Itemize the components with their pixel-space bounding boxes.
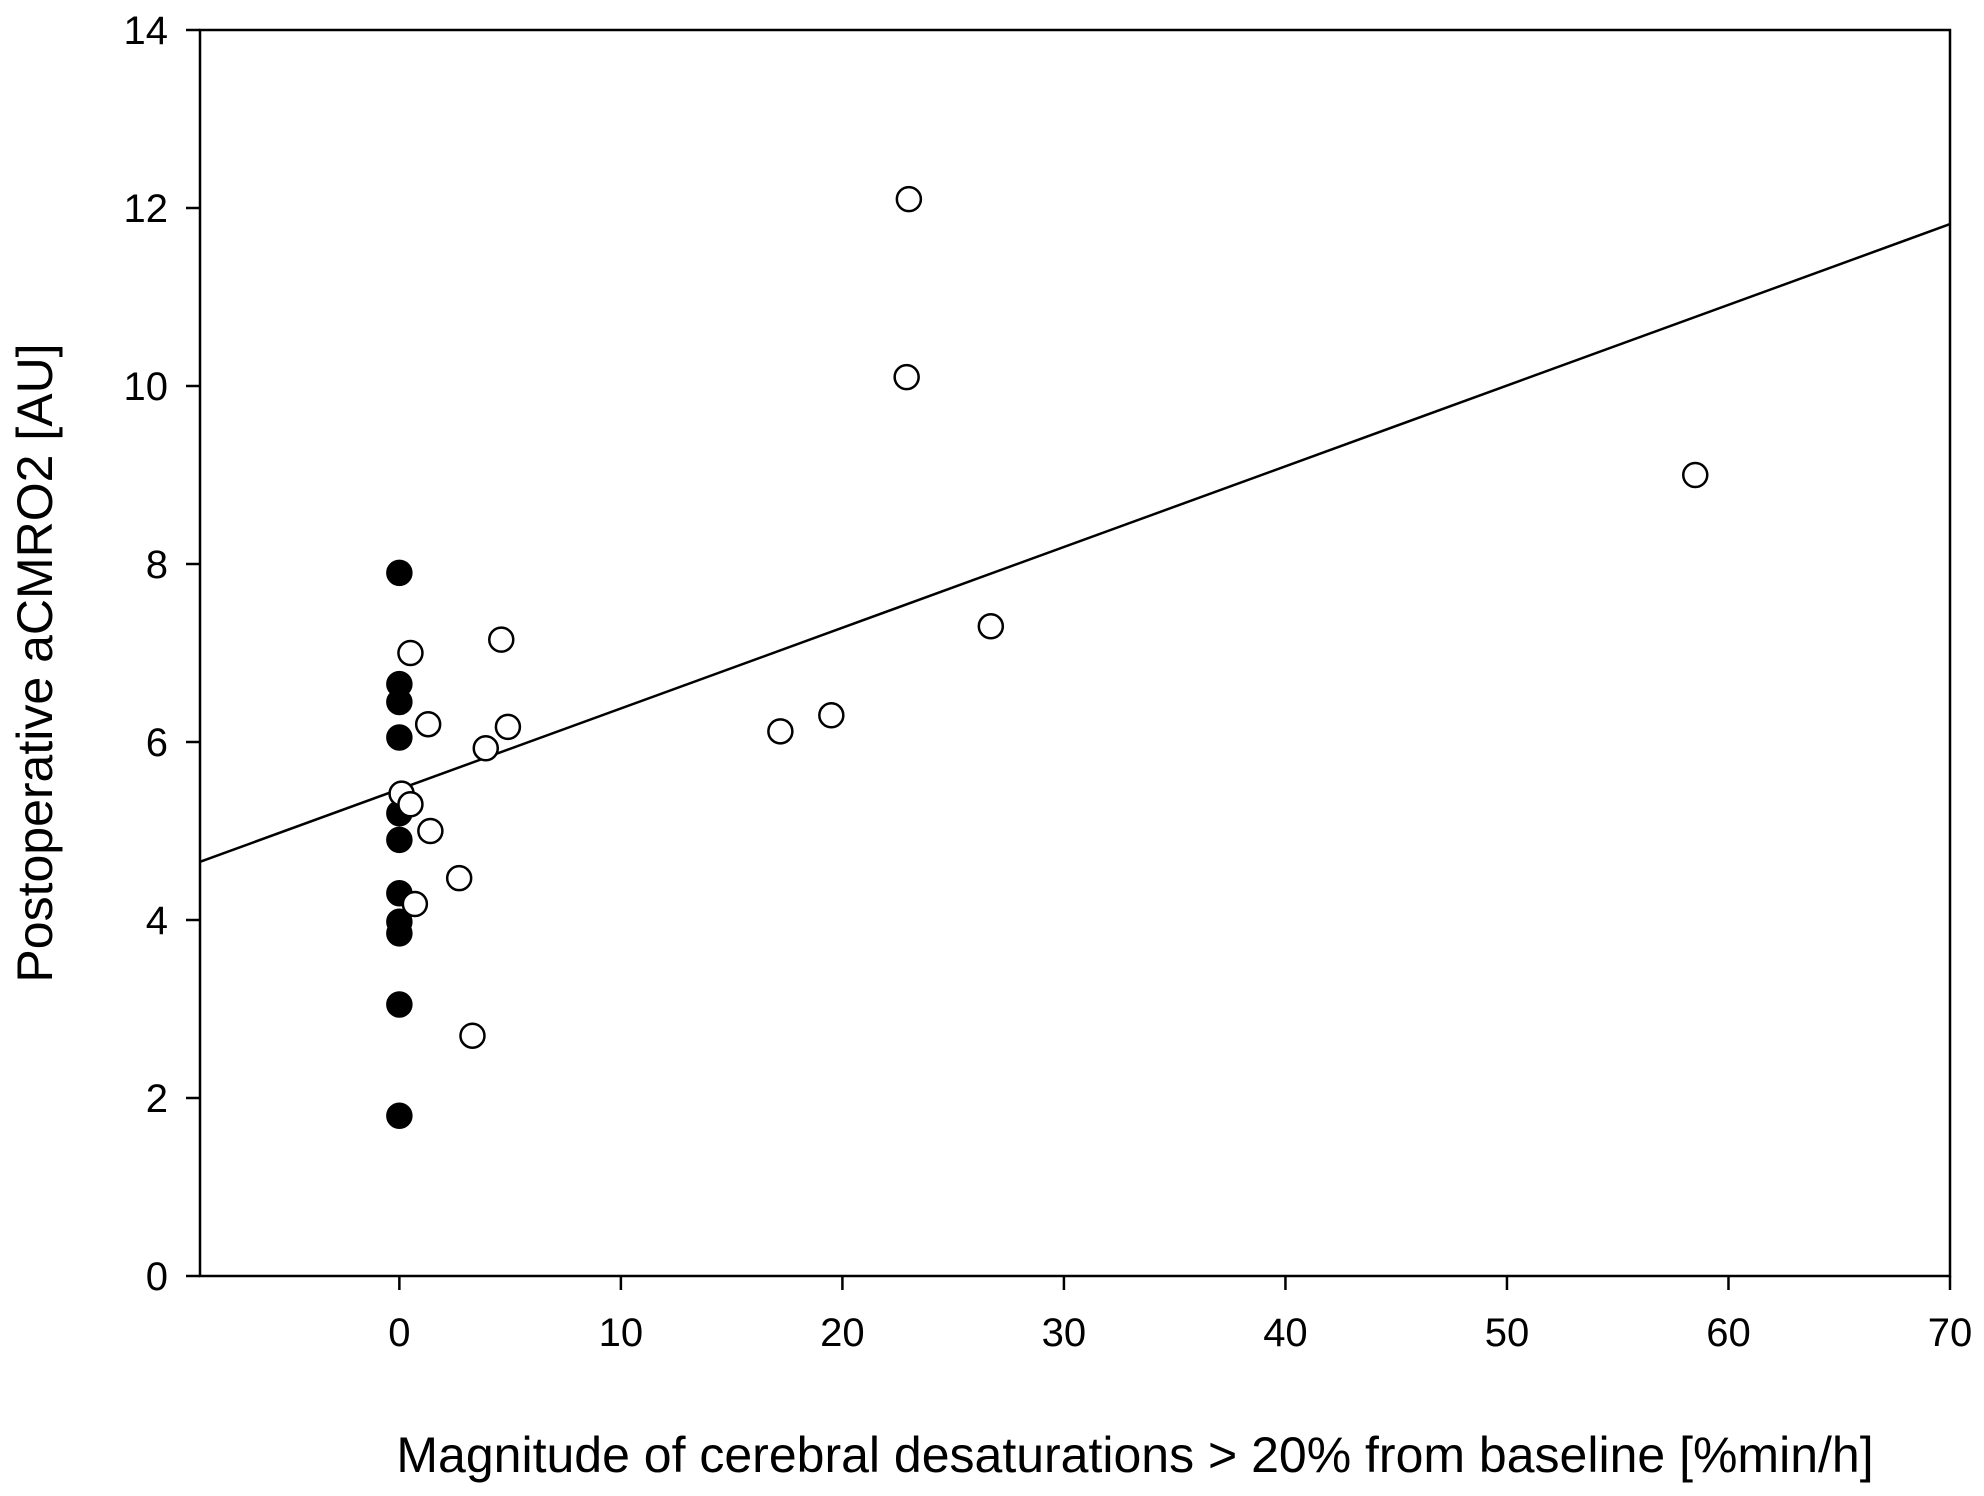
y-tick-label: 8 — [146, 543, 168, 587]
data-point-filled — [386, 559, 413, 587]
x-tick-label: 50 — [1485, 1311, 1530, 1355]
data-point-open — [977, 613, 1005, 640]
data-point-open — [895, 185, 923, 213]
axis-ticks: 0 10 20 30 40 50 60 70 0 2 4 6 8 10 12 14 — [124, 9, 1973, 1355]
y-tick-label: 12 — [124, 187, 169, 231]
y-axis-title: Postoperative aCMRO2 [AU] — [7, 343, 63, 982]
data-point-filled — [386, 1102, 413, 1130]
x-tick-label: 10 — [599, 1311, 644, 1355]
data-point-open — [893, 363, 920, 391]
y-tick-label: 0 — [146, 1255, 168, 1299]
x-tick-label: 70 — [1928, 1311, 1973, 1355]
y-tick-label: 14 — [124, 9, 169, 53]
data-point-open — [472, 734, 500, 762]
data-point-open — [397, 639, 424, 667]
regression-line-layer — [199, 222, 1951, 863]
data-point-filled — [386, 920, 413, 947]
data-point-open — [1682, 461, 1709, 489]
x-tick-label: 0 — [388, 1311, 410, 1355]
data-point-open — [414, 710, 442, 738]
data-point-open — [397, 791, 424, 818]
data-point-open — [459, 1022, 486, 1049]
y-tick-label: 6 — [146, 721, 168, 765]
y-tick-label: 4 — [146, 899, 168, 943]
plot-area — [198, 28, 1952, 1278]
x-tick-label: 20 — [820, 1311, 865, 1355]
x-axis-title: Magnitude of cerebral desaturations > 20… — [396, 1427, 1873, 1483]
x-tick-label: 60 — [1706, 1311, 1751, 1355]
y-tick-label: 10 — [124, 365, 169, 409]
plot-frame — [198, 28, 1952, 1278]
data-point-filled — [386, 724, 413, 751]
data-point-filled — [386, 991, 413, 1018]
data-point-open — [767, 718, 794, 745]
data-point-open — [445, 864, 473, 892]
data-point-filled — [386, 688, 413, 716]
x-tick-label: 30 — [1042, 1311, 1087, 1355]
data-point-open — [417, 817, 444, 845]
data-points — [386, 185, 1709, 1130]
data-point-open — [401, 890, 429, 918]
data-point-open — [494, 713, 522, 741]
regression-line — [199, 222, 1951, 863]
data-point-open — [488, 626, 515, 653]
y-tick-label: 2 — [146, 1077, 168, 1121]
data-point-filled — [386, 826, 413, 854]
x-tick-label: 40 — [1263, 1311, 1308, 1355]
data-point-open — [818, 702, 845, 729]
